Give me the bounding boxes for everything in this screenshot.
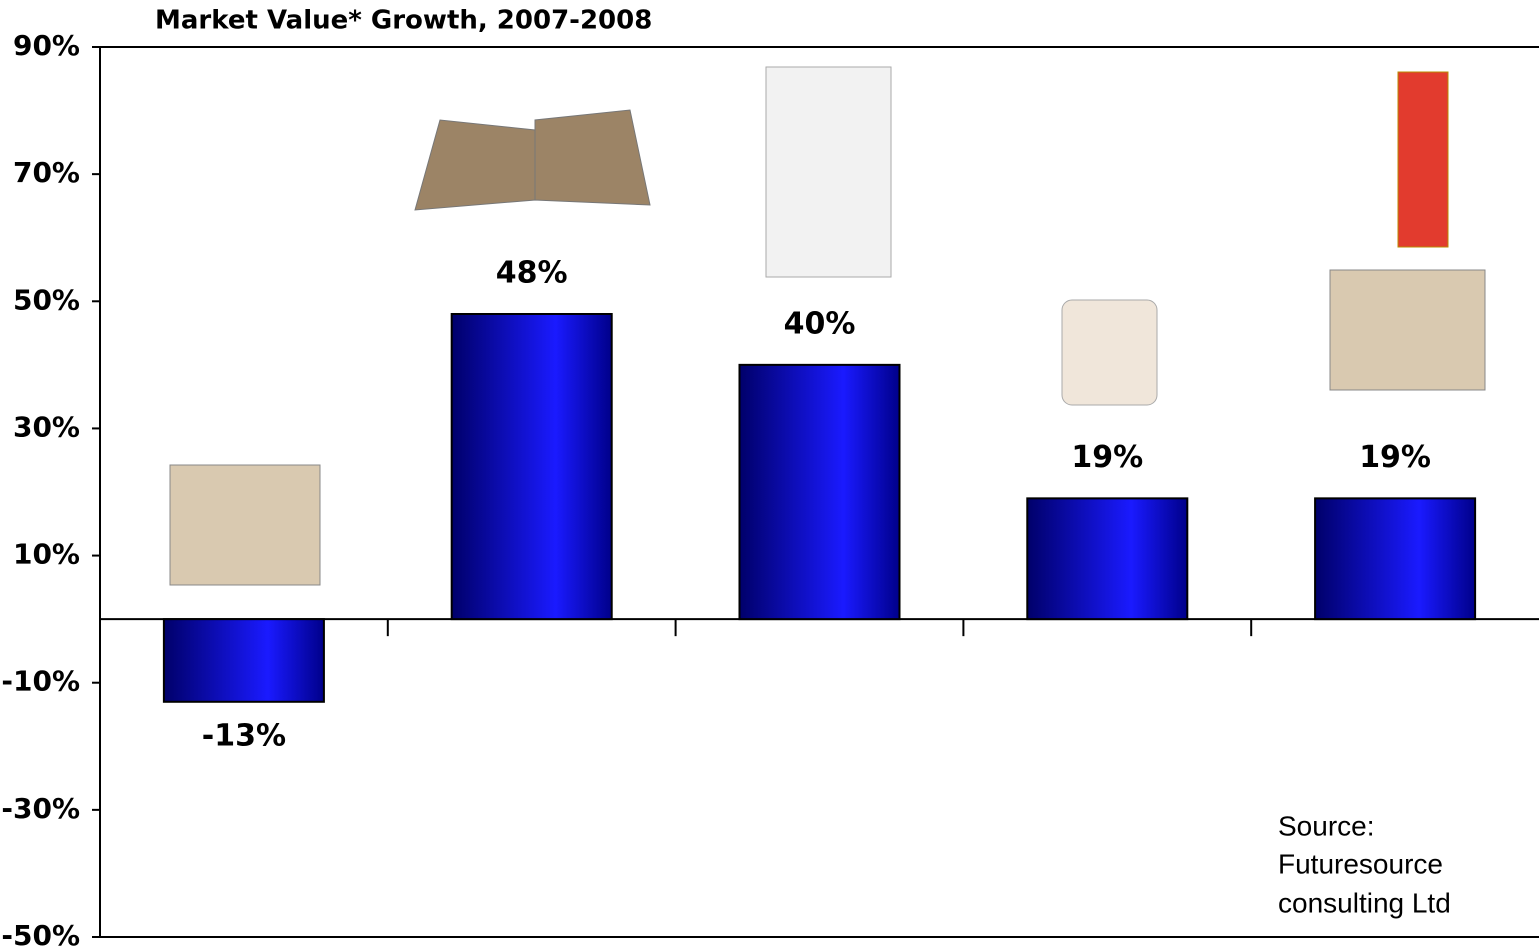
y-tick-label: -50% — [1, 919, 80, 949]
source-note: Futuresource — [1278, 848, 1443, 879]
bar — [738, 363, 901, 621]
product-image — [1397, 71, 1449, 248]
product-image — [1061, 299, 1158, 406]
y-tick-label: 90% — [13, 29, 80, 62]
product-image — [765, 66, 892, 278]
value-label: 48% — [496, 256, 568, 291]
product-image — [169, 464, 321, 586]
y-tick-label: -10% — [1, 665, 80, 698]
value-label: -13% — [202, 718, 286, 753]
y-tick-label: 10% — [13, 538, 80, 571]
bar — [162, 618, 325, 703]
bar — [1026, 497, 1189, 621]
value-label: 40% — [784, 306, 856, 341]
chart-title: Market Value* Growth, 2007-2008 — [155, 6, 652, 36]
value-label: 19% — [1359, 440, 1431, 475]
bar — [450, 313, 613, 621]
y-tick-label: 30% — [13, 410, 80, 443]
product-image — [414, 109, 651, 211]
source-note: Source: — [1278, 810, 1375, 841]
y-tick-label: 70% — [13, 156, 80, 189]
y-tick-label: -30% — [1, 792, 80, 825]
value-label: 19% — [1071, 440, 1143, 475]
product-image — [1329, 269, 1486, 391]
y-tick-label: 50% — [13, 283, 80, 316]
source-note: consulting Ltd — [1278, 887, 1451, 918]
bar — [1314, 497, 1477, 621]
